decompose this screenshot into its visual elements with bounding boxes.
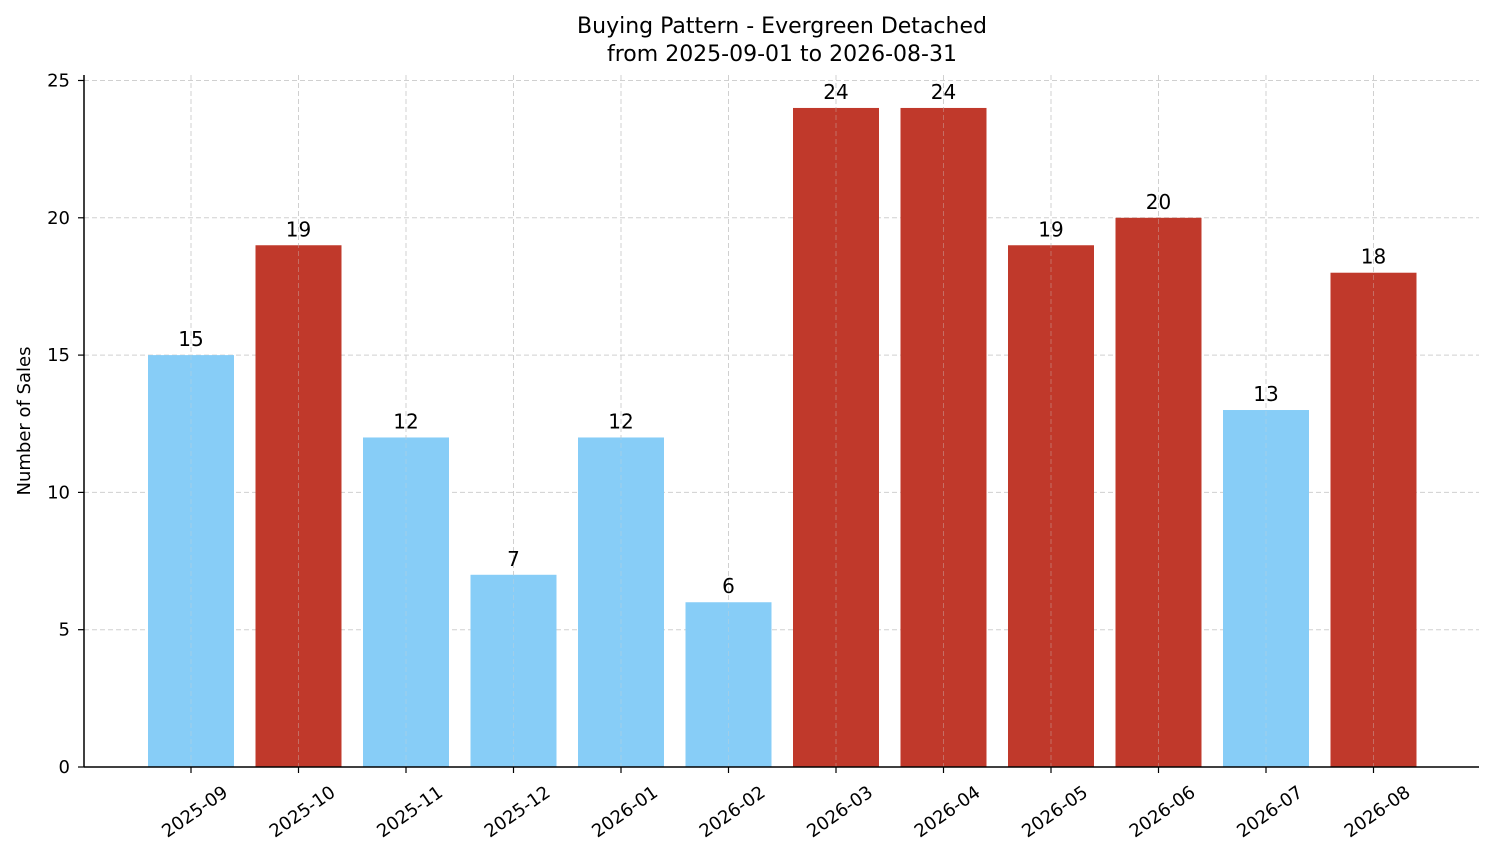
bar-value-labels: 15 19 12 7 12 6 24 24 19 20 13 18 (178, 80, 1386, 598)
bar-2026-08 (1330, 272, 1417, 767)
bar-2026-04 (900, 107, 987, 767)
x-tick-label: 2026-02 (696, 782, 770, 842)
x-tick-label: 2026-07 (1233, 782, 1307, 842)
bar-value-label: 12 (608, 409, 633, 433)
bar-2026-05 (1008, 245, 1094, 767)
bar-2026-06 (1115, 217, 1202, 768)
x-tick-label: 2026-08 (1341, 782, 1415, 842)
y-tick-label: 5 (59, 620, 70, 641)
bar-value-label: 13 (1253, 382, 1278, 406)
bar-2025-09 (148, 355, 234, 767)
bar-value-label: 24 (931, 80, 956, 104)
bar-value-label: 7 (507, 547, 520, 571)
bar-value-label: 12 (393, 409, 418, 433)
bar-2026-07 (1223, 410, 1309, 767)
y-tick-label: 25 (47, 70, 70, 91)
x-tick-label: 2026-05 (1018, 782, 1092, 842)
x-tick-label: 2025-10 (266, 782, 340, 842)
bar-value-label: 6 (722, 574, 735, 598)
chart-subtitle: from 2025-09-01 to 2026-08-31 (607, 42, 957, 67)
bar-2025-10 (255, 245, 342, 767)
bar-2025-12 (470, 574, 557, 767)
x-tick-label: 2025-11 (373, 782, 447, 842)
bar-value-label: 15 (178, 327, 203, 351)
bar-2026-03 (793, 107, 879, 767)
x-tick-label: 2026-03 (803, 782, 877, 842)
axes (78, 75, 1479, 773)
y-tick-label: 15 (47, 345, 70, 366)
bar-value-label: 24 (823, 80, 848, 104)
y-tick-label: 20 (47, 208, 70, 229)
bars (148, 75, 1417, 768)
bar-2025-11 (363, 437, 449, 767)
x-tick-label: 2026-01 (588, 782, 662, 842)
bar-value-label: 19 (286, 217, 311, 241)
x-tick-label: 2025-09 (158, 782, 232, 842)
y-axis-label: Number of Sales (14, 346, 35, 495)
y-tick-label: 0 (59, 757, 70, 778)
x-tick-label: 2026-04 (911, 782, 985, 842)
bar-value-label: 19 (1038, 217, 1063, 241)
chart-title: Buying Pattern - Evergreen Detached (577, 14, 987, 39)
bar-value-label: 18 (1361, 245, 1386, 269)
bar-2026-01 (578, 437, 664, 767)
y-tick-label: 10 (47, 482, 70, 503)
x-tick-label: 2025-12 (481, 782, 555, 842)
x-tick-label: 2026-06 (1126, 782, 1200, 842)
bar-2026-02 (685, 602, 772, 767)
bar-value-label: 20 (1146, 190, 1171, 214)
